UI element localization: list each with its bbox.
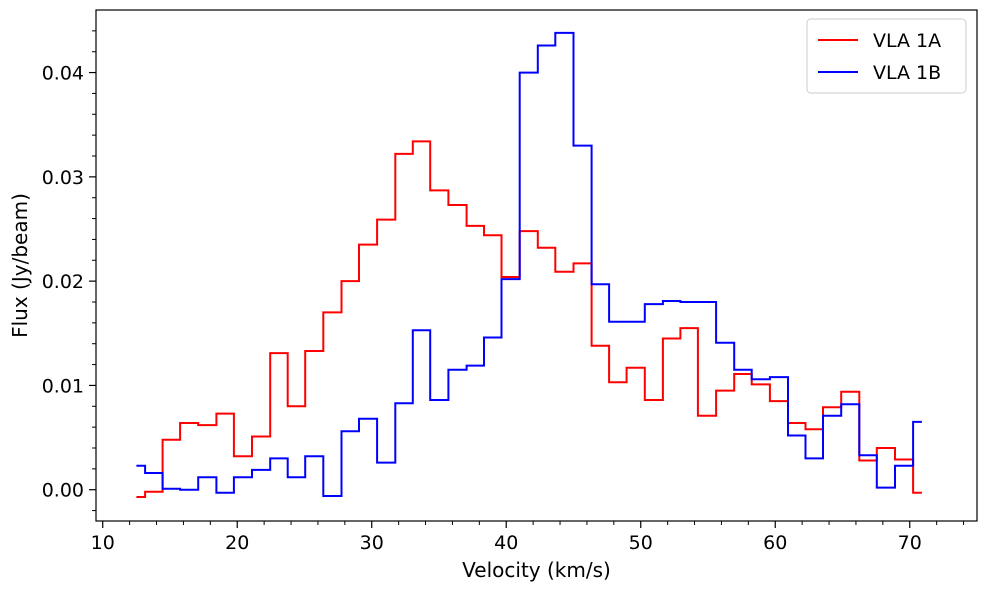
legend-label: VLA 1A bbox=[873, 30, 941, 52]
axis-ticks bbox=[89, 30, 965, 528]
series-line-vla-1b bbox=[136, 31, 922, 497]
series-layer bbox=[136, 31, 922, 498]
x-tick-label: 50 bbox=[629, 532, 653, 554]
y-tick-label: 0.03 bbox=[42, 167, 84, 189]
x-axis-label: Velocity (km/s) bbox=[462, 558, 611, 582]
plot-frame bbox=[95, 9, 978, 522]
x-tick-label: 60 bbox=[763, 532, 787, 554]
legend-box bbox=[806, 18, 967, 94]
y-axis-label: Flux (Jy/beam) bbox=[8, 193, 32, 338]
x-tick-label: 40 bbox=[494, 532, 518, 554]
series-line-vla-1a bbox=[136, 140, 922, 498]
x-tick-label: 30 bbox=[360, 532, 384, 554]
legend: VLA 1A VLA 1B bbox=[806, 18, 967, 94]
y-tick-label: 0.01 bbox=[42, 375, 84, 397]
tick-labels: 10 20 30 40 50 60 70 0.00 0.01 0.02 0.03 0.04 bbox=[42, 63, 922, 554]
legend-label: VLA 1B bbox=[873, 62, 941, 84]
y-tick-label: 0.04 bbox=[42, 63, 84, 85]
y-tick-label: 0.00 bbox=[42, 480, 84, 502]
x-tick-label: 10 bbox=[91, 532, 115, 554]
x-tick-label: 70 bbox=[898, 532, 922, 554]
y-tick-label: 0.02 bbox=[42, 271, 84, 293]
x-tick-label: 20 bbox=[225, 532, 249, 554]
